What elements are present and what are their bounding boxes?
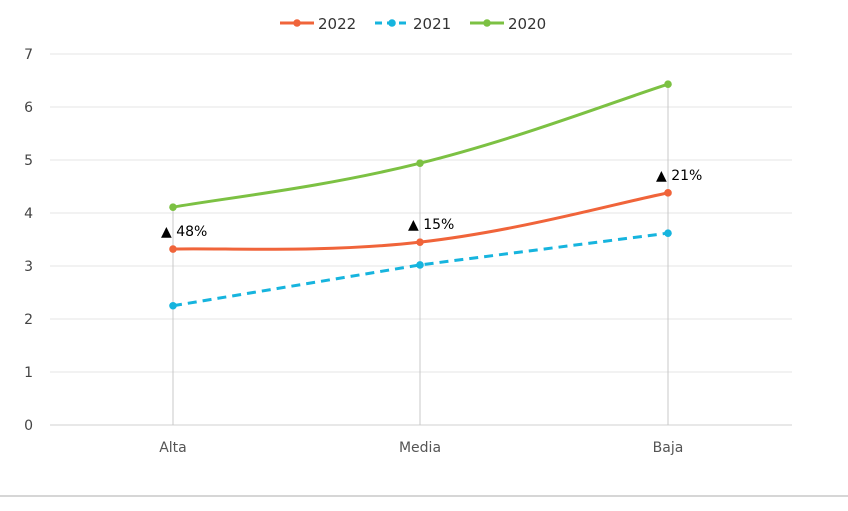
- y-tick-label: 0: [24, 418, 33, 434]
- legend[interactable]: 2022 2021 2020: [280, 15, 546, 33]
- change-annotation: ▲ 15%: [408, 217, 454, 233]
- legend-item-2021[interactable]: 2021: [375, 15, 451, 33]
- y-tick-label: 2: [24, 312, 33, 328]
- y-tick-label: 4: [24, 206, 33, 222]
- data-point: [664, 189, 672, 197]
- change-annotation: ▲ 48%: [161, 224, 207, 240]
- legend-marker: [483, 19, 491, 27]
- legend-label: 2020: [508, 15, 546, 33]
- series-2022: [169, 189, 672, 253]
- y-tick-label: 1: [24, 365, 33, 381]
- y-tick-label: 7: [24, 47, 33, 63]
- legend-label: 2022: [318, 15, 356, 33]
- data-point: [416, 261, 424, 269]
- legend-item-2020[interactable]: 2020: [470, 15, 546, 33]
- data-point: [169, 301, 177, 310]
- x-tick-label: Media: [399, 440, 441, 456]
- series-group: [169, 80, 672, 310]
- data-point: [169, 245, 177, 253]
- x-tick-label: Baja: [653, 440, 684, 456]
- series-2020: [169, 80, 672, 211]
- data-point: [664, 80, 672, 89]
- change-annotation: ▲ 21%: [656, 168, 702, 184]
- data-point: [169, 203, 177, 211]
- data-point: [416, 159, 424, 167]
- x-tick-label: Alta: [159, 440, 187, 456]
- y-tick-label: 5: [24, 153, 33, 169]
- legend-label: 2021: [413, 15, 451, 33]
- annotations: ▲ 48% ▲ 15% ▲ 21%: [161, 168, 702, 240]
- y-tick-label: 3: [24, 259, 33, 275]
- legend-marker: [293, 19, 301, 27]
- series-2021: [169, 229, 672, 310]
- y-axis-ticks: 0 1 2 3 4 5 6 7: [24, 47, 33, 434]
- data-point: [664, 229, 672, 237]
- series-line-2021: [172, 231, 669, 308]
- data-point: [416, 238, 424, 246]
- legend-item-2022[interactable]: 2022: [280, 15, 356, 33]
- x-axis-labels: Alta Media Baja: [159, 440, 683, 456]
- legend-marker: [388, 19, 396, 27]
- y-tick-label: 6: [24, 100, 33, 116]
